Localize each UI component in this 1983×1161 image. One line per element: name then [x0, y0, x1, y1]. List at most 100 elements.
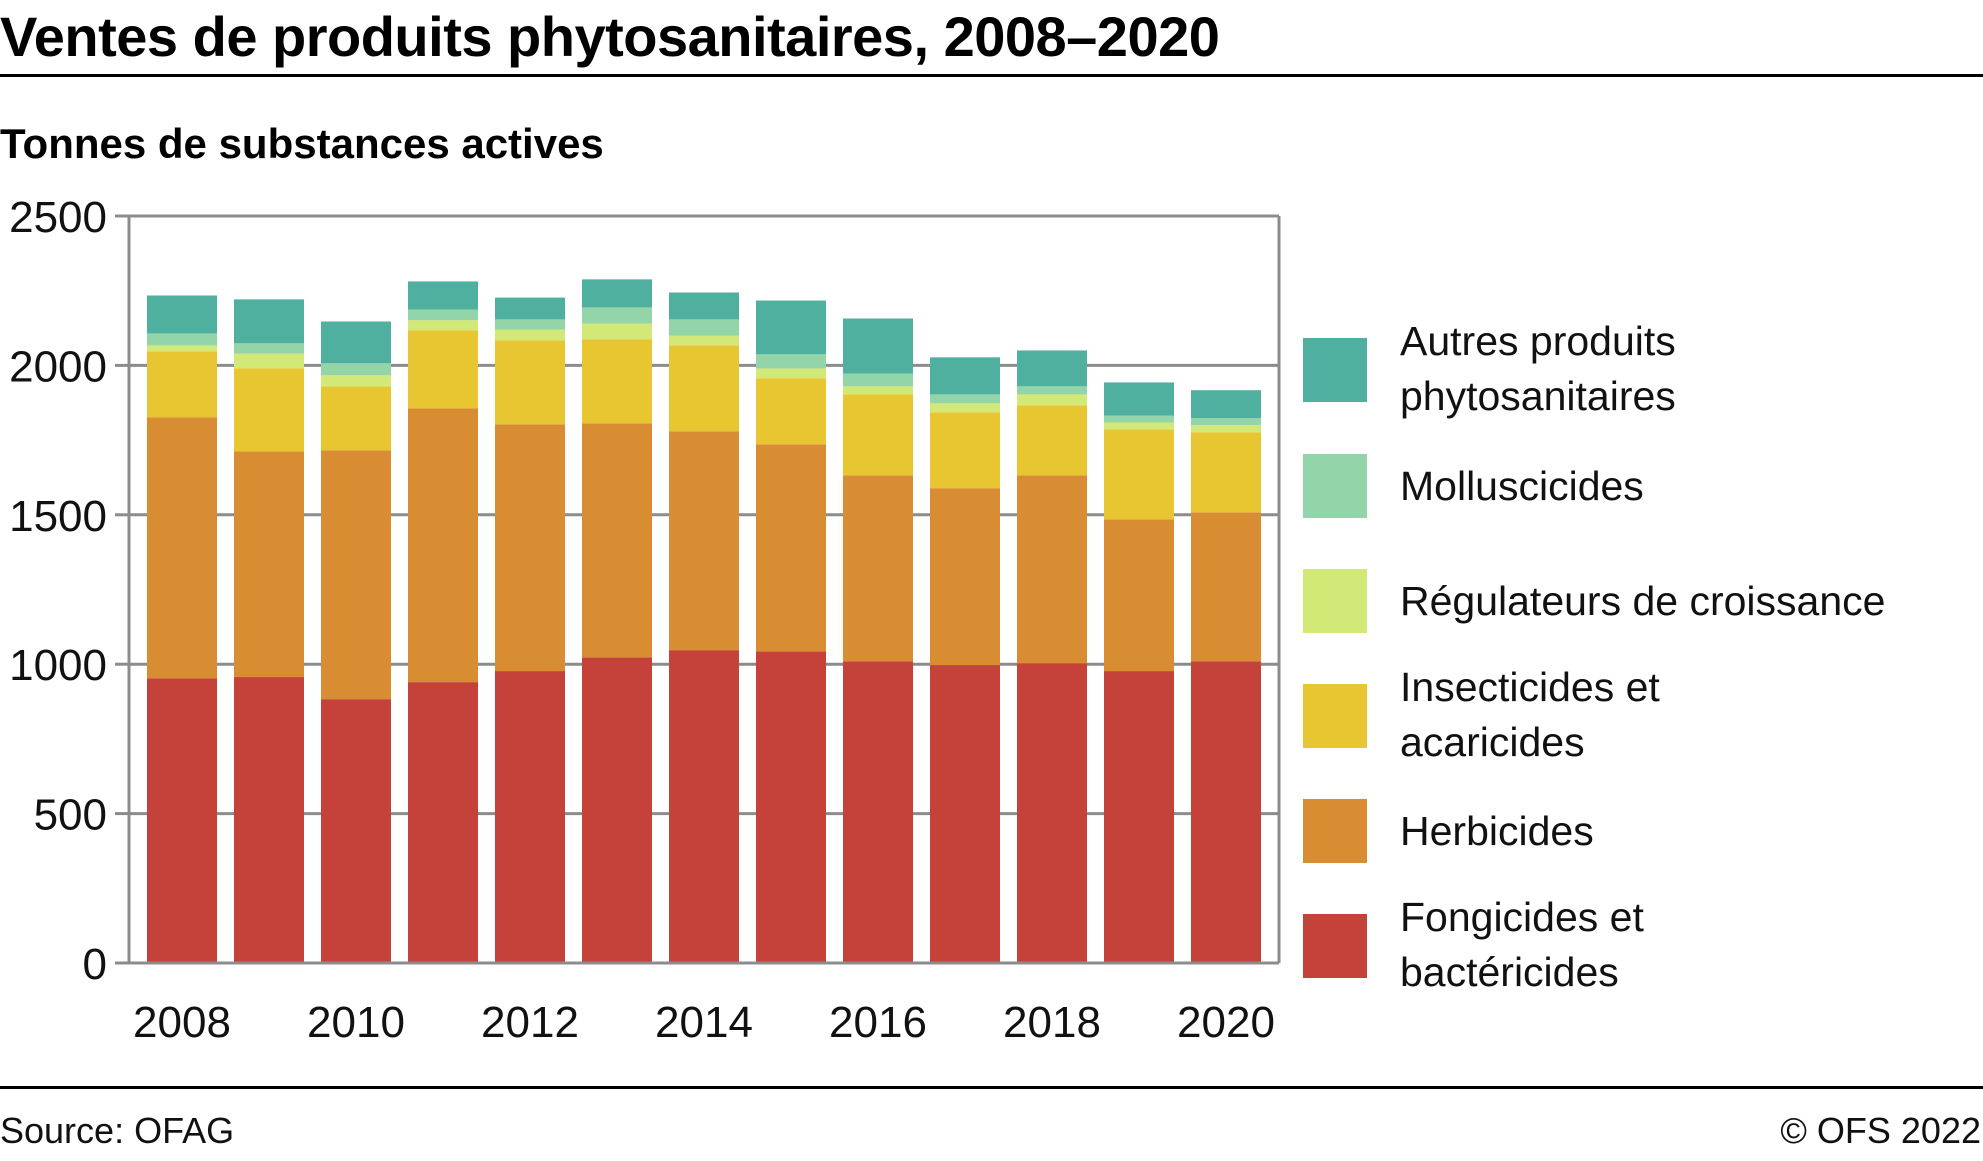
- bar-stack-2018: [1017, 350, 1087, 963]
- bar-segment: [1104, 519, 1174, 672]
- bar-segment: [495, 671, 565, 963]
- bar-segment: [1017, 475, 1087, 664]
- bar-segment: [321, 375, 391, 387]
- bar-segment: [1191, 512, 1261, 662]
- bar-stack-2015: [756, 300, 826, 963]
- y-tick-label: 1500: [9, 492, 107, 541]
- bar-segment: [495, 340, 565, 425]
- bar-segment: [756, 444, 826, 652]
- bar-segment: [843, 661, 913, 963]
- legend-label: Insecticides et acaricides: [1400, 664, 1660, 765]
- legend-label: Autres produits phytosanitaires: [1400, 318, 1676, 419]
- bar-segment: [321, 450, 391, 700]
- bar-segment: [669, 345, 739, 432]
- bar-segment: [147, 351, 217, 418]
- bar-segment: [495, 329, 565, 341]
- bar-stack-2019: [1104, 382, 1174, 963]
- bar-segment: [756, 378, 826, 445]
- bar-segment: [669, 335, 739, 346]
- bar-segment: [147, 345, 217, 352]
- bar-segment: [582, 307, 652, 324]
- bar-segment: [1104, 382, 1174, 416]
- bar-segment: [1191, 432, 1261, 513]
- bar-segment: [756, 651, 826, 963]
- bar-segment: [408, 320, 478, 331]
- bar-stack-2020: [1191, 390, 1261, 963]
- bar-stack-2017: [930, 357, 1000, 963]
- legend-swatch: [1303, 454, 1367, 518]
- legend-label: Molluscicides: [1400, 463, 1644, 509]
- bar-segment: [234, 353, 304, 369]
- bar-segment: [756, 300, 826, 355]
- bar-segment: [495, 297, 565, 320]
- bar-stack-2014: [669, 292, 739, 963]
- footer-divider: [0, 1086, 1983, 1089]
- bar-segment: [582, 423, 652, 658]
- bar-segment: [234, 299, 304, 344]
- bar-segment: [408, 330, 478, 409]
- x-tick-label: 2008: [133, 998, 231, 1047]
- bar-segment: [408, 408, 478, 683]
- x-tick-label: 2012: [481, 998, 579, 1047]
- bar-segment: [582, 339, 652, 424]
- bar-segment: [756, 368, 826, 379]
- bar-segment: [408, 281, 478, 310]
- bar-segment: [669, 650, 739, 963]
- bar-segment: [321, 363, 391, 376]
- bar-segment: [1191, 390, 1261, 418]
- axes: [115, 216, 1281, 965]
- bar-segment: [669, 431, 739, 651]
- legend-swatch: [1303, 569, 1367, 633]
- bar-segment: [930, 412, 1000, 489]
- bar-segment: [1017, 350, 1087, 387]
- legend-swatch: [1303, 684, 1367, 748]
- bar-segment: [843, 475, 913, 662]
- x-tick-label: 2014: [655, 998, 753, 1047]
- bar-segment: [1191, 425, 1261, 433]
- legend-label: Herbicides: [1400, 808, 1594, 854]
- chart-subtitle: Tonnes de substances actives: [0, 120, 604, 167]
- bar-segment: [321, 699, 391, 963]
- bar-stack-2012: [495, 297, 565, 963]
- legend-swatch: [1303, 338, 1367, 402]
- bar-segment: [147, 678, 217, 963]
- bar-segment: [147, 333, 217, 346]
- bar-stack-2010: [321, 321, 391, 963]
- bar-stack-2016: [843, 318, 913, 963]
- bar-segment: [843, 373, 913, 387]
- chart-title: Ventes de produits phytosanitaires, 2008…: [0, 5, 1220, 68]
- y-tick-label: 1000: [9, 641, 107, 690]
- bar-segment: [582, 323, 652, 340]
- bar-stack-2009: [234, 299, 304, 963]
- bar-segment: [147, 295, 217, 334]
- source-note: Source: OFAG: [0, 1110, 235, 1151]
- bar-segment: [930, 394, 1000, 404]
- bar-segment: [1017, 386, 1087, 395]
- bar-segment: [930, 665, 1000, 963]
- bar-segment: [1104, 429, 1174, 520]
- bar-segment: [756, 354, 826, 369]
- bar-segment: [1104, 671, 1174, 963]
- bar-segment: [1191, 417, 1261, 426]
- bar-segment: [930, 488, 1000, 666]
- bar-segment: [582, 279, 652, 308]
- x-tick-label: 2018: [1003, 998, 1101, 1047]
- bar-segment: [495, 319, 565, 330]
- bar-segment: [930, 357, 1000, 395]
- copyright-note: © OFS 2022: [1780, 1110, 1981, 1151]
- bar-segment: [234, 368, 304, 452]
- bar-segment: [1104, 422, 1174, 430]
- x-tick-label: 2016: [829, 998, 927, 1047]
- bar-segment: [843, 394, 913, 476]
- legend-label: Fongicides et bactéricides: [1400, 894, 1644, 995]
- legend-swatch: [1303, 799, 1367, 863]
- bar-segment: [408, 682, 478, 963]
- bar-segment: [843, 318, 913, 374]
- bar-segment: [234, 677, 304, 963]
- y-tick-label: 500: [34, 791, 107, 840]
- bar-stack-2011: [408, 281, 478, 963]
- bar-segment: [1017, 394, 1087, 406]
- bar-segment: [1017, 663, 1087, 963]
- bars: [147, 279, 1261, 963]
